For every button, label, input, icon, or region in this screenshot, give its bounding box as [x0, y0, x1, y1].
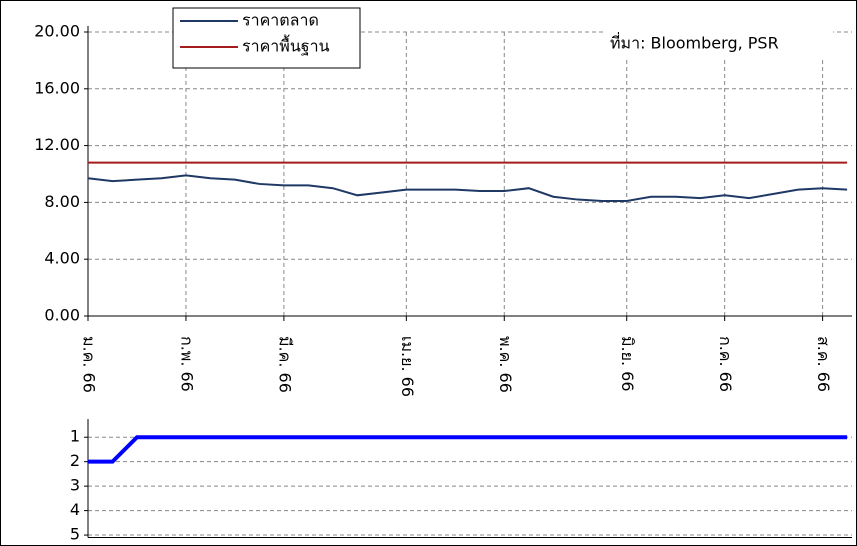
y-tick-label: 20.00 [34, 22, 80, 41]
legend-label: ราคาพื้นฐาน [242, 35, 330, 56]
y-tick-label: 5 [70, 525, 80, 544]
y-tick-label: 16.00 [34, 78, 80, 97]
x-tick-label: มิ.ย. 66 [618, 336, 637, 392]
x-tick-label: พ.ค. 66 [496, 336, 515, 393]
y-tick-label: 3 [70, 476, 80, 495]
x-tick-label: ม.ค. 66 [80, 336, 99, 393]
x-tick-label: ก.ค. 66 [716, 336, 735, 392]
y-tick-label: 12.00 [34, 135, 80, 154]
y-tick-label: 8.00 [44, 192, 80, 211]
x-tick-label: ส.ค. 66 [814, 336, 833, 392]
annotation: ที่มา: Bloomberg, PSR [610, 32, 779, 53]
y-tick-label: 1 [70, 427, 80, 446]
x-tick-label: มี.ค. 66 [275, 336, 294, 393]
series-line [88, 435, 848, 464]
annotation-bg [603, 30, 833, 58]
x-tick-label: เม.ย. 66 [398, 336, 417, 397]
y-tick-label: 0.00 [44, 306, 80, 325]
x-tick-label: ก.พ. 66 [177, 336, 196, 392]
legend-label: ราคาตลาด [242, 11, 319, 30]
y-tick-label: 4 [70, 500, 80, 519]
series-line [87, 174, 848, 202]
y-tick-label: 4.00 [44, 249, 80, 268]
legend-box [172, 7, 361, 69]
y-tick-label: 2 [70, 451, 80, 470]
